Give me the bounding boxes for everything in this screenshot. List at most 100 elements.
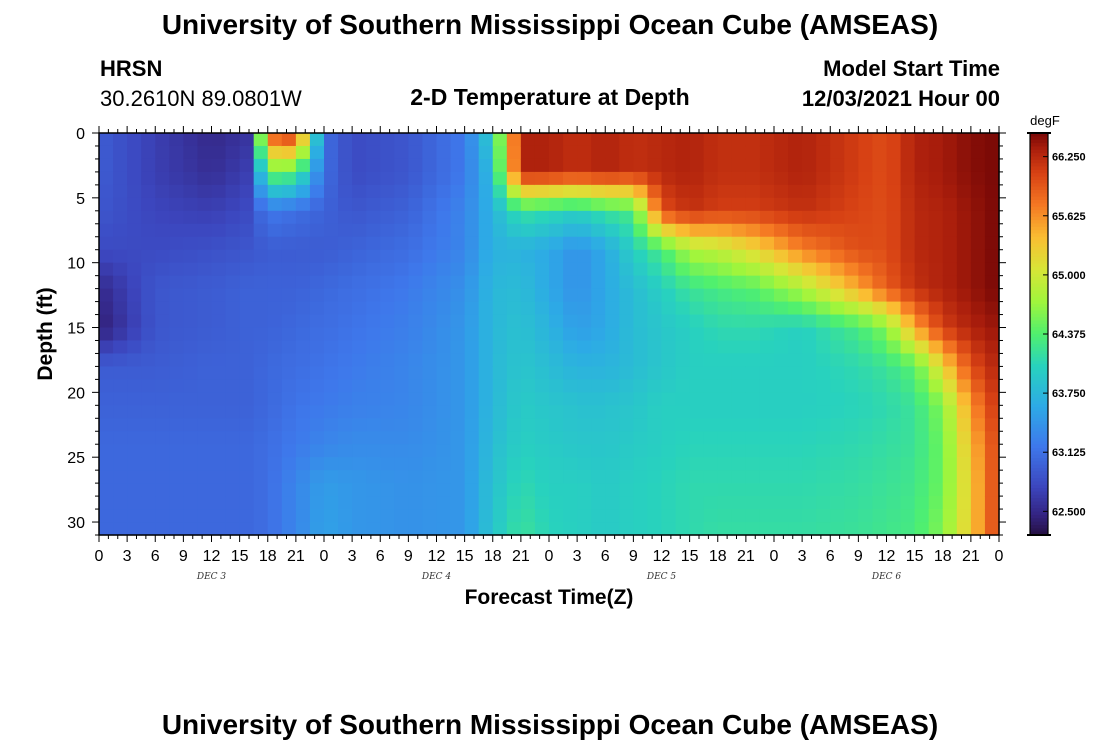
colorbar-segment bbox=[1030, 283, 1048, 288]
heatmap-cell bbox=[858, 392, 874, 406]
heatmap-cell bbox=[506, 171, 522, 186]
heatmap-cell bbox=[830, 314, 845, 329]
heatmap-cell bbox=[534, 223, 550, 238]
heatmap-cell bbox=[436, 431, 452, 445]
heatmap-cell bbox=[872, 210, 888, 225]
heatmap-cell bbox=[563, 379, 578, 393]
x-tick-label: 21 bbox=[287, 548, 305, 565]
heatmap-cell bbox=[197, 133, 213, 147]
heatmap-cell bbox=[619, 366, 634, 380]
colorbar-segment bbox=[1030, 387, 1048, 392]
heatmap-cell bbox=[408, 392, 424, 406]
heatmap-cell bbox=[127, 301, 142, 316]
heatmap-cell bbox=[324, 158, 339, 173]
heatmap-cell bbox=[577, 405, 592, 419]
heatmap-cell bbox=[492, 210, 508, 225]
heatmap-cell bbox=[745, 470, 761, 484]
heatmap-cell bbox=[366, 405, 381, 419]
heatmap-cell bbox=[928, 301, 944, 316]
colorbar-segment bbox=[1030, 344, 1048, 348]
heatmap-cell bbox=[900, 301, 916, 316]
heatmap-cell bbox=[984, 210, 1000, 225]
heatmap-cell bbox=[886, 340, 902, 355]
x-tick-label: 9 bbox=[404, 548, 413, 565]
heatmap-cell bbox=[183, 249, 199, 264]
heatmap-cell bbox=[281, 353, 297, 368]
colorbar-segment bbox=[1030, 461, 1048, 466]
heatmap-cell bbox=[324, 236, 339, 251]
heatmap-cell bbox=[183, 314, 199, 329]
heatmap-cell bbox=[99, 158, 114, 173]
heatmap-cell bbox=[534, 366, 550, 380]
heatmap-cell bbox=[324, 483, 339, 497]
heatmap-cell bbox=[563, 366, 578, 380]
heatmap-cell bbox=[380, 262, 395, 277]
colorbar-segment bbox=[1030, 173, 1048, 178]
heatmap-cell bbox=[816, 327, 831, 342]
heatmap-cell bbox=[802, 288, 817, 303]
colorbar-segment bbox=[1030, 414, 1048, 419]
heatmap-cell bbox=[380, 223, 395, 238]
heatmap-cell bbox=[647, 327, 663, 342]
heatmap-cell bbox=[717, 522, 733, 536]
heatmap-cell bbox=[113, 496, 128, 510]
heatmap-cell bbox=[520, 288, 536, 303]
heatmap-cell bbox=[211, 133, 227, 147]
heatmap-cell bbox=[731, 171, 747, 186]
heatmap-cell bbox=[844, 210, 859, 225]
heatmap-cell bbox=[211, 379, 227, 393]
heatmap-cell bbox=[352, 275, 367, 290]
heatmap-cell bbox=[788, 418, 803, 432]
heatmap-cell bbox=[844, 158, 859, 173]
heatmap-cell bbox=[942, 288, 958, 303]
heatmap-cell bbox=[759, 405, 775, 419]
heatmap-cell bbox=[816, 210, 831, 225]
heatmap-cell bbox=[253, 223, 269, 238]
heatmap-cell bbox=[633, 327, 649, 342]
heatmap-cell bbox=[872, 379, 888, 393]
heatmap-cell bbox=[928, 184, 944, 199]
heatmap-cell bbox=[689, 353, 705, 368]
heatmap-cell bbox=[802, 431, 817, 445]
heatmap-cell bbox=[759, 366, 775, 380]
heatmap-cell bbox=[563, 418, 578, 432]
heatmap-cell bbox=[225, 496, 241, 510]
y-tick-label: 25 bbox=[67, 450, 85, 467]
heatmap-cell bbox=[394, 262, 409, 277]
heatmap-cell bbox=[141, 470, 156, 484]
colorbar-segment bbox=[1030, 521, 1048, 526]
colorbar-segment bbox=[1030, 424, 1048, 429]
heatmap-cell bbox=[605, 509, 620, 523]
heatmap-cell bbox=[984, 236, 1000, 251]
heatmap-cell bbox=[830, 327, 845, 342]
heatmap-cell bbox=[309, 301, 325, 316]
heatmap-cell bbox=[788, 288, 803, 303]
heatmap-cell bbox=[928, 133, 944, 147]
colorbar-segment bbox=[1030, 156, 1048, 161]
heatmap-cell bbox=[984, 327, 1000, 342]
colorbar-segment bbox=[1030, 327, 1048, 332]
y-axis-title: Depth (ft) bbox=[34, 287, 57, 380]
heatmap-cell bbox=[338, 275, 353, 290]
heatmap-cell bbox=[717, 405, 733, 419]
heatmap-cell bbox=[802, 145, 817, 160]
heatmap-cell bbox=[689, 418, 705, 432]
heatmap-cell bbox=[183, 223, 199, 238]
heatmap-cell bbox=[731, 457, 747, 471]
heatmap-cell bbox=[619, 418, 634, 432]
heatmap-cell bbox=[886, 314, 902, 329]
heatmap-cell bbox=[506, 262, 522, 277]
heatmap-cell bbox=[591, 509, 606, 523]
heatmap-cell bbox=[478, 184, 494, 199]
heatmap-cell bbox=[647, 145, 663, 160]
heatmap-cell bbox=[577, 301, 592, 316]
heatmap-cell bbox=[253, 353, 269, 368]
heatmap-cell bbox=[464, 340, 480, 355]
heatmap-cell bbox=[717, 340, 733, 355]
heatmap-cell bbox=[830, 509, 845, 523]
heatmap-cell bbox=[534, 496, 550, 510]
heatmap-cell bbox=[295, 184, 311, 199]
colorbar-segment bbox=[1030, 320, 1048, 325]
heatmap-cell bbox=[759, 444, 775, 458]
heatmap-cell bbox=[633, 509, 649, 523]
